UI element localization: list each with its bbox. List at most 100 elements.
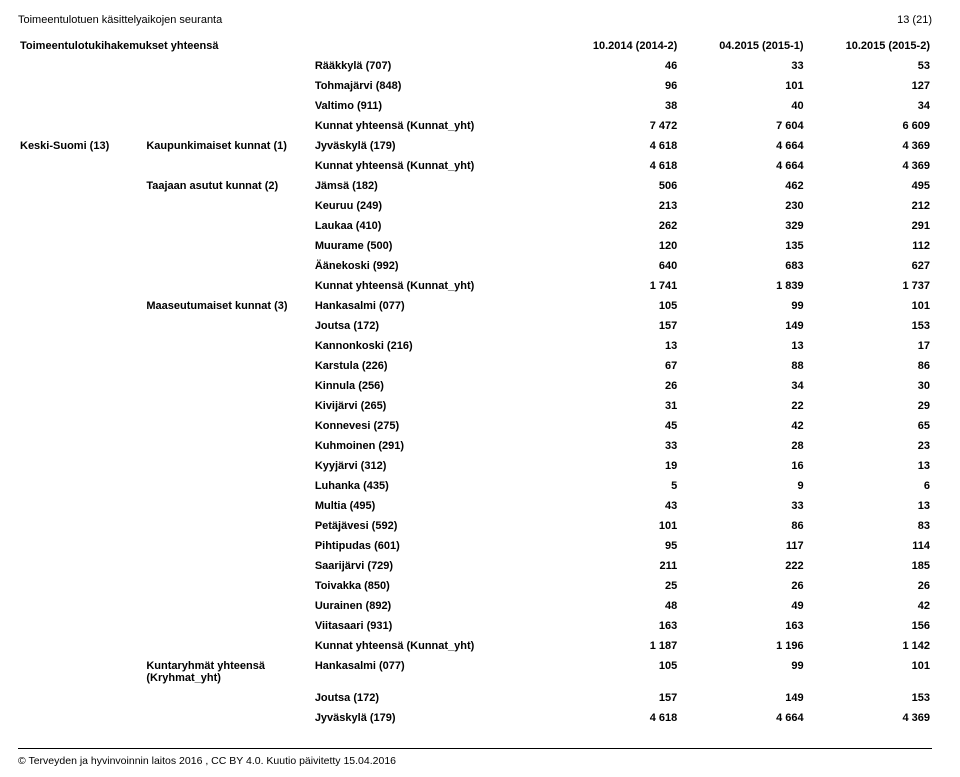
data-table: Toimeentulotukihakemukset yhteensä 10.20… (18, 36, 932, 728)
region-cell (18, 576, 144, 596)
value-cell: 4 664 (679, 136, 805, 156)
table-row: Maaseutumaiset kunnat (3)Hankasalmi (077… (18, 296, 932, 316)
table-row: Äänekoski (992)640683627 (18, 256, 932, 276)
table-row: Toivakka (850)252626 (18, 576, 932, 596)
municipality-cell: Konnevesi (275) (313, 416, 553, 436)
region-cell (18, 256, 144, 276)
value-cell: 4 618 (553, 708, 679, 728)
region-cell (18, 196, 144, 216)
table-row: Jyväskylä (179)4 6184 6644 369 (18, 708, 932, 728)
region-cell (18, 216, 144, 236)
value-cell: 114 (806, 536, 932, 556)
value-cell: 30 (806, 376, 932, 396)
table-row: Joutsa (172)157149153 (18, 316, 932, 336)
group-cell (144, 536, 312, 556)
value-cell: 31 (553, 396, 679, 416)
municipality-cell: Kivijärvi (265) (313, 396, 553, 416)
region-cell (18, 96, 144, 116)
group-cell (144, 556, 312, 576)
value-cell: 19 (553, 456, 679, 476)
municipality-cell: Pihtipudas (601) (313, 536, 553, 556)
value-cell: 17 (806, 336, 932, 356)
region-cell (18, 516, 144, 536)
value-cell: 33 (679, 56, 805, 76)
value-cell: 67 (553, 356, 679, 376)
value-cell: 101 (553, 516, 679, 536)
page-header: Toimeentulotuen käsittelyaikojen seurant… (18, 14, 932, 26)
table-row: Joutsa (172)157149153 (18, 688, 932, 708)
value-cell: 45 (553, 416, 679, 436)
value-cell: 33 (553, 436, 679, 456)
table-row: Tohmajärvi (848)96101127 (18, 76, 932, 96)
value-cell: 291 (806, 216, 932, 236)
table-row: Petäjävesi (592)1018683 (18, 516, 932, 536)
region-cell (18, 456, 144, 476)
value-cell: 506 (553, 176, 679, 196)
value-cell: 117 (679, 536, 805, 556)
value-cell: 86 (806, 356, 932, 376)
region-cell (18, 536, 144, 556)
value-cell: 49 (679, 596, 805, 616)
group-cell (144, 576, 312, 596)
municipality-cell: Kyyjärvi (312) (313, 456, 553, 476)
value-cell: 99 (679, 296, 805, 316)
region-cell (18, 556, 144, 576)
value-cell: 42 (806, 596, 932, 616)
region-cell (18, 356, 144, 376)
group-cell (144, 316, 312, 336)
value-cell: 105 (553, 656, 679, 688)
group-cell (144, 256, 312, 276)
value-cell: 153 (806, 688, 932, 708)
table-row: Rääkkylä (707)463353 (18, 56, 932, 76)
period-0: 10.2014 (2014-2) (553, 36, 679, 56)
page-footer: © Terveyden ja hyvinvoinnin laitos 2016 … (18, 748, 932, 767)
region-cell (18, 116, 144, 136)
region-cell (18, 176, 144, 196)
group-cell (144, 596, 312, 616)
municipality-cell: Muurame (500) (313, 236, 553, 256)
value-cell: 33 (679, 496, 805, 516)
group-cell (144, 56, 312, 76)
value-cell: 22 (679, 396, 805, 416)
table-row: Kyyjärvi (312)191613 (18, 456, 932, 476)
region-cell (18, 688, 144, 708)
municipality-cell: Petäjävesi (592) (313, 516, 553, 536)
municipality-cell: Hankasalmi (077) (313, 656, 553, 688)
period-1: 04.2015 (2015-1) (679, 36, 805, 56)
municipality-cell: Kunnat yhteensä (Kunnat_yht) (313, 116, 553, 136)
group-cell (144, 616, 312, 636)
value-cell: 43 (553, 496, 679, 516)
table-row: Kunnat yhteensä (Kunnat_yht)7 4727 6046 … (18, 116, 932, 136)
value-cell: 4 369 (806, 156, 932, 176)
group-cell (144, 636, 312, 656)
region-cell (18, 376, 144, 396)
table-header-row: Toimeentulotukihakemukset yhteensä 10.20… (18, 36, 932, 56)
municipality-cell: Karstula (226) (313, 356, 553, 376)
group-cell (144, 688, 312, 708)
value-cell: 88 (679, 356, 805, 376)
value-cell: 26 (806, 576, 932, 596)
table-row: Laukaa (410)262329291 (18, 216, 932, 236)
table-row: Keski-Suomi (13)Kaupunkimaiset kunnat (1… (18, 136, 932, 156)
value-cell: 5 (553, 476, 679, 496)
table-row: Kuntaryhmät yhteensä (Kryhmat_yht)Hankas… (18, 656, 932, 688)
municipality-cell: Kunnat yhteensä (Kunnat_yht) (313, 276, 553, 296)
value-cell: 7 604 (679, 116, 805, 136)
municipality-cell: Viitasaari (931) (313, 616, 553, 636)
value-cell: 213 (553, 196, 679, 216)
table-row: Kunnat yhteensä (Kunnat_yht)1 7411 8391 … (18, 276, 932, 296)
value-cell: 495 (806, 176, 932, 196)
value-cell: 1 187 (553, 636, 679, 656)
region-cell (18, 656, 144, 688)
group-cell (144, 396, 312, 416)
municipality-cell: Jyväskylä (179) (313, 708, 553, 728)
value-cell: 157 (553, 316, 679, 336)
value-cell: 627 (806, 256, 932, 276)
value-cell: 26 (679, 576, 805, 596)
group-cell: Maaseutumaiset kunnat (3) (144, 296, 312, 316)
value-cell: 163 (553, 616, 679, 636)
group-cell (144, 356, 312, 376)
region-cell: Keski-Suomi (13) (18, 136, 144, 156)
value-cell: 329 (679, 216, 805, 236)
table-row: Saarijärvi (729)211222185 (18, 556, 932, 576)
